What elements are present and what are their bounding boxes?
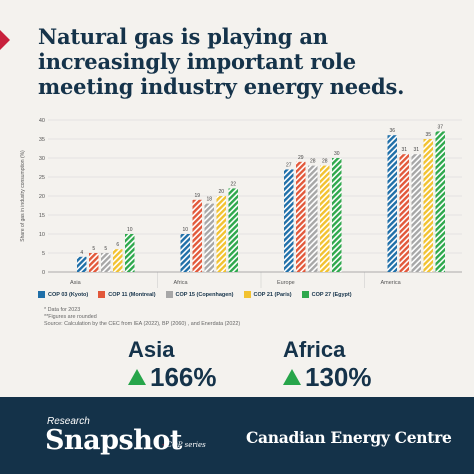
up-triangle-icon (128, 369, 146, 385)
data-label: 22 (230, 181, 236, 187)
chart-notes: * Data for 2023 **Figures are rounded So… (44, 307, 240, 328)
y-tick-label: 25 (39, 175, 45, 181)
legend-label: COP 03 (Kyoto) (48, 291, 89, 298)
note-data-year: * Data for 2023 (44, 307, 81, 313)
snapshot-logo: Snapshot (45, 425, 182, 456)
y-tick-label: 35 (39, 137, 45, 143)
data-label: 31 (401, 147, 407, 153)
legend-item: COP 15 (Copenhagen) (165, 291, 234, 298)
data-label: 10 (127, 227, 133, 233)
y-tick-label: 20 (39, 194, 45, 200)
bar (284, 169, 294, 272)
bar (101, 253, 111, 272)
bar (308, 165, 318, 272)
series-label: - COP series (162, 441, 206, 449)
category-label: Europe (277, 280, 295, 286)
note-source: Source: Calculation by the CEC from IEA … (44, 321, 241, 327)
legend-label: COP 21 (Paris) (253, 291, 292, 298)
bar (320, 165, 330, 272)
data-label: 35 (425, 132, 431, 138)
growth-value: 130% (305, 362, 372, 392)
data-label: 28 (310, 159, 316, 165)
y-axis-label: Share of gas in industry consumption (%) (20, 150, 26, 242)
data-label: 27 (286, 162, 292, 168)
bar (435, 131, 445, 272)
bar (332, 158, 342, 272)
bar (192, 199, 202, 272)
legend-item: COP 03 (Kyoto) (38, 291, 88, 298)
data-label: 18 (206, 197, 212, 203)
data-label: 6 (116, 242, 119, 248)
y-tick-label: 40 (39, 118, 45, 124)
category-label: Africa (174, 280, 189, 286)
bar (216, 196, 226, 272)
page-title: Natural gas is playing an increasingly i… (38, 24, 405, 99)
bar (125, 234, 135, 272)
legend-label: COP 27 (Egypt) (311, 291, 352, 298)
growth-value: 166% (150, 362, 217, 392)
data-label: 37 (437, 124, 443, 130)
data-label: 4 (80, 250, 83, 256)
note-rounded: **Figures are rounded (44, 314, 97, 320)
bar (228, 188, 238, 272)
growth-region-label: Asia (128, 337, 175, 362)
bar (296, 161, 306, 272)
bar (411, 154, 421, 272)
data-label: 19 (194, 193, 200, 199)
data-label: 29 (298, 155, 304, 161)
growth-africa: Africa 130% (283, 338, 372, 392)
data-label: 30 (334, 151, 340, 157)
data-label: 20 (218, 189, 224, 195)
legend-label: COP 11 (Montreal) (108, 291, 156, 298)
legend-swatch (98, 291, 106, 298)
bar (423, 139, 433, 272)
y-tick-label: 5 (42, 251, 45, 257)
footer-banner: Research Snapshot - COP series Canadian … (0, 397, 474, 474)
legend-swatch (38, 291, 45, 298)
category-label: Asia (70, 280, 82, 286)
bar (89, 253, 99, 272)
brand-logo: Canadian Energy Centre (246, 428, 452, 447)
legend-swatch (165, 291, 173, 298)
data-label: 36 (389, 128, 395, 134)
bar (399, 154, 409, 272)
bar (77, 256, 87, 272)
data-label: 10 (182, 227, 188, 233)
corner-accent (0, 30, 10, 50)
legend-swatch (243, 291, 251, 298)
legend-item: COP 21 (Paris) (243, 291, 292, 298)
legend-item: COP 11 (Montreal) (98, 291, 156, 298)
y-tick-label: 0 (42, 270, 45, 276)
legend-label: COP 15 (Copenhagen) (175, 291, 234, 298)
data-label: 5 (92, 246, 95, 252)
data-label: 28 (322, 159, 328, 165)
chart-legend: COP 03 (Kyoto) COP 11 (Montreal) COP 15 (C… (38, 291, 458, 298)
legend-item: COP 27 (Egypt) (301, 291, 352, 298)
y-tick-label: 30 (39, 156, 45, 162)
bar (204, 203, 214, 272)
research-label: Research (47, 416, 90, 427)
category-label: America (381, 280, 402, 286)
bar-chart: 0 5 10 15 20 25 30 35 40 Share of gas in industry… (20, 118, 462, 288)
bar (113, 249, 123, 272)
data-label: 5 (104, 246, 107, 252)
growth-region-label: Africa (283, 337, 346, 362)
y-tick-label: 15 (39, 213, 45, 219)
legend-swatch (301, 291, 309, 298)
up-triangle-icon (283, 369, 301, 385)
bar (387, 135, 397, 272)
growth-asia: Asia 166% (128, 338, 217, 392)
data-label: 31 (413, 147, 419, 153)
y-tick-label: 10 (39, 232, 45, 238)
bar (180, 234, 190, 272)
